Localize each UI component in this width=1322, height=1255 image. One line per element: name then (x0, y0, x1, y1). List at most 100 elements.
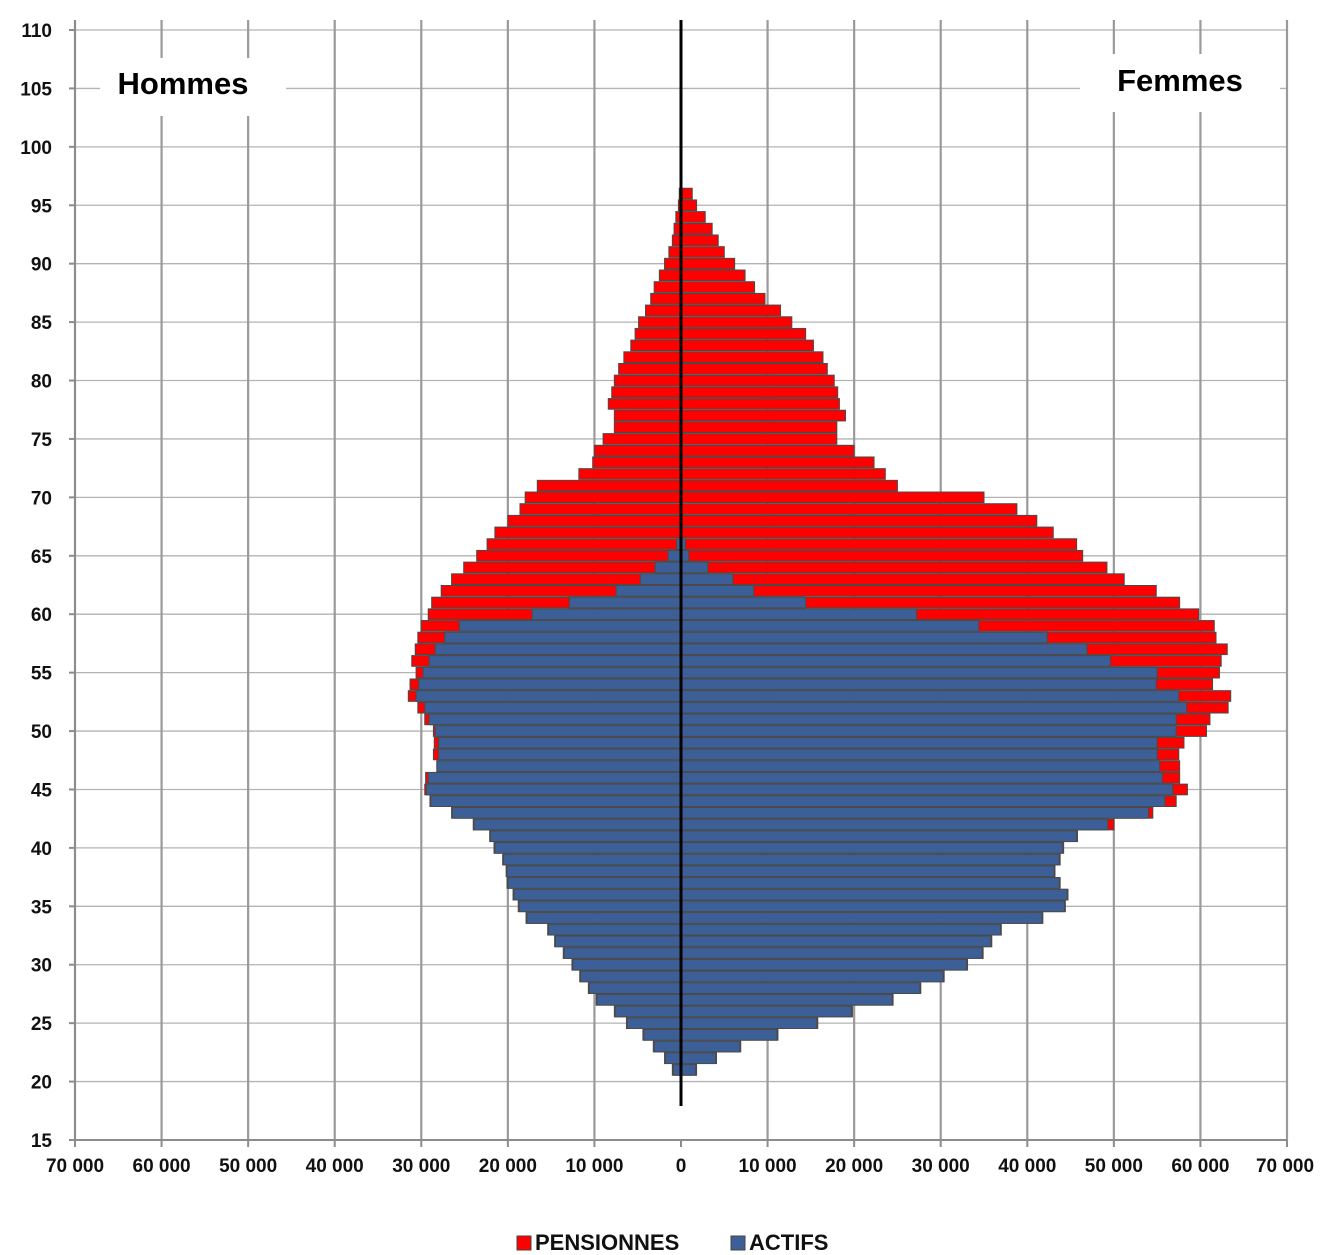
bar-men-actifs-48 (438, 748, 682, 761)
legend-label-actifs: ACTIFS (749, 1230, 828, 1255)
x-tick-label-5: 20 000 (479, 1156, 537, 1177)
bar-men-pensionnes-83 (630, 339, 682, 352)
bar-women-pensionnes-79 (680, 386, 839, 399)
men-label-box: Hommes (100, 58, 286, 116)
bar-women-pensionnes-76 (680, 421, 838, 434)
x-tick-label-6: 10 000 (565, 1156, 623, 1177)
bar-men-actifs-63 (639, 573, 682, 586)
bar-women-pensionnes-96 (680, 187, 693, 200)
bar-men-actifs-39 (503, 853, 682, 866)
bar-women-pensionnes-84 (680, 327, 807, 340)
bar-men-actifs-38 (506, 865, 682, 878)
y-tick-label-110: 110 (21, 21, 52, 42)
bar-women-pensionnes-65 (680, 549, 1084, 562)
y-tick-label-80: 80 (31, 372, 52, 393)
bar-men-actifs-43 (451, 807, 682, 819)
bar-women-pensionnes-85 (680, 316, 793, 328)
bar-women-actifs-27 (680, 993, 893, 1006)
bar-women-actifs-21 (680, 1064, 697, 1076)
x-tick-label-10: 30 000 (912, 1156, 970, 1177)
bar-women-actifs-22 (680, 1052, 717, 1065)
bar-men-actifs-24 (643, 1029, 682, 1041)
bar-women-pensionnes-63 (680, 573, 1125, 586)
bar-men-actifs-55 (422, 666, 682, 679)
bar-women-actifs-38 (680, 865, 1055, 878)
bar-men-actifs-37 (507, 877, 682, 889)
bar-women-actifs-64 (680, 561, 709, 574)
y-tick-label-50: 50 (31, 722, 52, 743)
bar-men-pensionnes-67 (494, 526, 682, 539)
x-tick-label-7: 0 (676, 1156, 687, 1177)
bar-women-actifs-40 (680, 842, 1064, 854)
bar-women-actifs-34 (680, 912, 1043, 924)
bar-men-actifs-61 (568, 596, 682, 609)
bar-men-pensionnes-77 (613, 409, 682, 422)
bar-men-actifs-51 (428, 713, 682, 726)
bar-women-pensionnes-72 (680, 468, 886, 480)
bar-women-pensionnes-93 (680, 222, 713, 235)
bar-men-pensionnes-65 (476, 549, 682, 562)
bar-men-pensionnes-73 (592, 456, 682, 469)
bar-men-actifs-65 (667, 549, 682, 562)
bar-women-pensionnes-89 (680, 269, 746, 282)
bar-men-actifs-59 (458, 620, 682, 632)
bar-women-actifs-50 (680, 725, 1177, 737)
legend-swatch-pensionnes (516, 1235, 532, 1251)
bar-women-pensionnes-78 (680, 398, 840, 410)
bar-women-actifs-47 (680, 760, 1161, 772)
bar-women-pensionnes-69 (680, 503, 1018, 515)
y-tick-label-85: 85 (31, 313, 53, 334)
bar-women-pensionnes-86 (680, 304, 782, 317)
y-tick-label-60: 60 (31, 605, 52, 626)
bar-women-actifs-51 (680, 713, 1177, 726)
bar-men-actifs-46 (427, 771, 682, 784)
y-tick-label-35: 35 (31, 897, 53, 918)
bar-men-pensionnes-66 (486, 538, 682, 550)
bar-women-actifs-32 (680, 935, 992, 948)
bar-men-pensionnes-88 (653, 281, 682, 293)
bar-women-actifs-45 (680, 783, 1174, 796)
bar-men-pensionnes-80 (613, 374, 682, 387)
bar-women-pensionnes-90 (680, 257, 736, 270)
women-label: Femmes (1117, 63, 1243, 98)
bar-men-pensionnes-87 (650, 292, 682, 305)
bar-men-pensionnes-84 (634, 327, 682, 340)
y-tick-label-65: 65 (31, 547, 53, 568)
bar-women-actifs-57 (680, 643, 1088, 656)
bar-women-pensionnes-92 (680, 234, 719, 247)
x-tick-label-0: 70 000 (46, 1156, 104, 1177)
bar-women-actifs-56 (680, 655, 1111, 667)
bar-women-actifs-42 (680, 818, 1109, 831)
bar-women-actifs-24 (680, 1029, 778, 1041)
bar-women-pensionnes-82 (680, 351, 824, 364)
bar-men-actifs-29 (580, 970, 682, 983)
bar-women-actifs-33 (680, 923, 1001, 936)
y-tick-label-20: 20 (31, 1073, 52, 1094)
bar-men-actifs-31 (563, 947, 682, 959)
bar-women-actifs-62 (680, 585, 755, 597)
bar-women-actifs-39 (680, 853, 1060, 866)
bar-men-actifs-42 (473, 818, 682, 831)
y-tick-label-70: 70 (31, 488, 52, 509)
x-tick-label-14: 70 000 (1256, 1156, 1314, 1177)
bar-women-pensionnes-95 (680, 199, 698, 212)
y-tick-label-45: 45 (31, 780, 53, 801)
bar-women-pensionnes-73 (680, 456, 875, 469)
bar-men-pensionnes-75 (602, 433, 682, 445)
bar-men-actifs-32 (554, 935, 682, 948)
bar-men-pensionnes-64 (463, 561, 682, 574)
bar-men-pensionnes-74 (593, 444, 682, 457)
y-tick-labels: 110 105 100 95 90 85 80 75 70 65 60 55 50 45 40 35 30 25 2… (20, 21, 52, 1152)
bar-men-pensionnes-90 (664, 257, 682, 270)
bar-women-pensionnes-75 (680, 433, 838, 445)
bar-women-actifs-53 (680, 690, 1180, 702)
bar-women-pensionnes-80 (680, 374, 835, 387)
bar-men-actifs-57 (434, 643, 682, 656)
bar-men-actifs-53 (415, 690, 682, 702)
bar-women-pensionnes-64 (680, 561, 1108, 574)
bar-men-actifs-47 (436, 760, 682, 772)
bar-men-actifs-25 (626, 1017, 682, 1030)
bar-men-pensionnes-86 (645, 304, 682, 317)
bar-women-pensionnes-66 (680, 538, 1078, 550)
